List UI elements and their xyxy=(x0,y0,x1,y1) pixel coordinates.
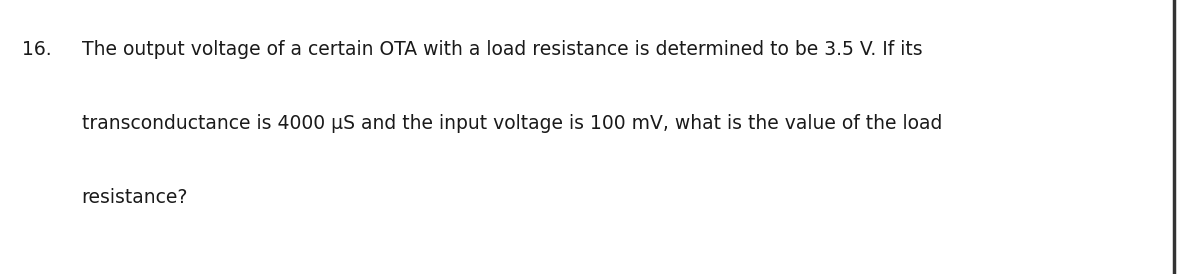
Text: The output voltage of a certain OTA with a load resistance is determined to be 3: The output voltage of a certain OTA with… xyxy=(82,40,923,59)
Text: transconductance is 4000 μS and the input voltage is 100 mV, what is the value o: transconductance is 4000 μS and the inpu… xyxy=(82,114,942,133)
Text: resistance?: resistance? xyxy=(82,188,188,207)
Text: 16.: 16. xyxy=(22,40,52,59)
